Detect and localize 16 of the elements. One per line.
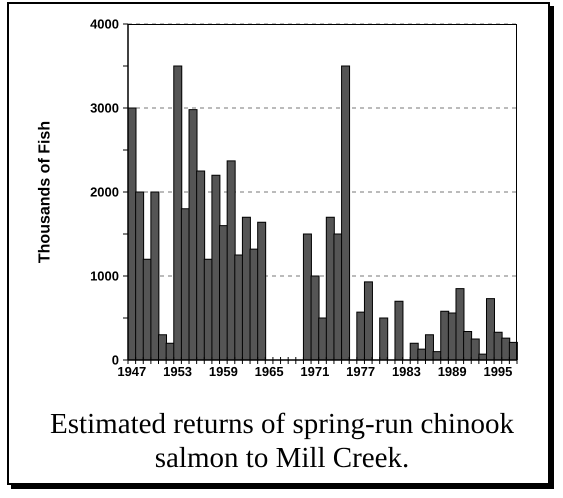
text: Estimated returns of spring-run chinook salmon to Mill Creek. (49, 407, 515, 475)
y-tick-label: 4000 (90, 16, 119, 32)
x-tick-label: 1995 (483, 364, 512, 379)
x-tick-label: 1989 (438, 364, 467, 379)
x-tick-label: 1953 (163, 364, 192, 379)
x-tick-label: 1947 (117, 364, 146, 379)
y-tick-label: 0 (112, 352, 119, 368)
x-tick-label: 1971 (300, 364, 330, 379)
x-tick-label: 1983 (392, 364, 421, 379)
y-tick-label: 1000 (90, 268, 119, 284)
x-tick-label: 1977 (346, 364, 376, 379)
x-tick-label: 1959 (208, 364, 238, 379)
y-tick-label: 3000 (90, 100, 119, 116)
x-tick-label: 1965 (254, 364, 284, 379)
y-axis-title: Thousands of Fish (36, 120, 54, 264)
y-tick-label: 2000 (90, 184, 119, 200)
